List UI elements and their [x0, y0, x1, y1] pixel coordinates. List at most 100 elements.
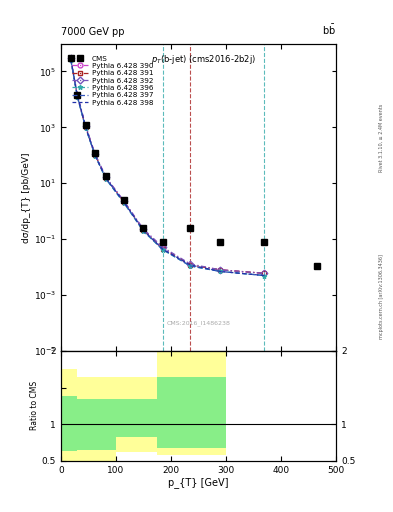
Bar: [157, 377, 226, 447]
Bar: [61, 396, 77, 451]
Pythia 6.428 390: [188, 262, 193, 268]
Pythia 6.428 391: [188, 262, 193, 268]
Pythia 6.428 391: [104, 175, 108, 181]
Line: Pythia 6.428 397: Pythia 6.428 397: [71, 60, 264, 275]
Pythia 6.428 391: [160, 246, 165, 252]
Line: Pythia 6.428 396: Pythia 6.428 396: [68, 58, 267, 278]
Pythia 6.428 397: [160, 246, 165, 252]
Pythia 6.428 390: [122, 199, 127, 205]
CMS: [141, 225, 146, 231]
Pythia 6.428 396: [83, 125, 88, 131]
Pythia 6.428 397: [75, 94, 80, 100]
Pythia 6.428 391: [218, 267, 223, 273]
CMS: [68, 55, 73, 61]
Pythia 6.428 397: [104, 176, 108, 182]
Pythia 6.428 390: [262, 270, 267, 276]
Bar: [157, 351, 226, 455]
Pythia 6.428 392: [141, 226, 146, 232]
CMS: [75, 92, 80, 98]
Pythia 6.428 398: [68, 56, 73, 62]
CMS: [122, 197, 127, 203]
Line: Pythia 6.428 390: Pythia 6.428 390: [68, 56, 267, 276]
Pythia 6.428 396: [160, 247, 165, 253]
CMS: [93, 150, 97, 156]
Pythia 6.428 396: [218, 268, 223, 274]
CMS: [314, 263, 319, 269]
Pythia 6.428 398: [83, 124, 88, 131]
Pythia 6.428 391: [93, 152, 97, 158]
Pythia 6.428 392: [188, 261, 193, 267]
Line: CMS: CMS: [68, 55, 372, 285]
Bar: [116, 377, 157, 452]
Pythia 6.428 392: [83, 122, 88, 129]
Pythia 6.428 398: [218, 268, 223, 274]
Legend: CMS, Pythia 6.428 390, Pythia 6.428 391, Pythia 6.428 392, Pythia 6.428 396, Pyt: CMS, Pythia 6.428 390, Pythia 6.428 391,…: [70, 53, 155, 108]
Pythia 6.428 396: [68, 57, 73, 63]
Pythia 6.428 398: [75, 93, 80, 99]
Bar: [77, 398, 116, 450]
Pythia 6.428 396: [75, 94, 80, 100]
Pythia 6.428 392: [68, 55, 73, 61]
Pythia 6.428 397: [218, 268, 223, 274]
Pythia 6.428 398: [122, 200, 127, 206]
CMS: [367, 279, 371, 285]
Text: 7000 GeV pp: 7000 GeV pp: [61, 27, 125, 37]
Pythia 6.428 391: [262, 270, 267, 276]
Pythia 6.428 398: [141, 227, 146, 233]
Pythia 6.428 391: [141, 227, 146, 233]
Pythia 6.428 391: [68, 56, 73, 62]
Pythia 6.428 390: [141, 226, 146, 232]
Pythia 6.428 390: [68, 55, 73, 61]
CMS: [188, 225, 193, 231]
Pythia 6.428 392: [160, 244, 165, 250]
Pythia 6.428 397: [83, 124, 88, 131]
Pythia 6.428 391: [122, 199, 127, 205]
Pythia 6.428 392: [104, 174, 108, 180]
Pythia 6.428 390: [218, 267, 223, 273]
Line: Pythia 6.428 392: Pythia 6.428 392: [68, 55, 267, 276]
Pythia 6.428 398: [160, 246, 165, 252]
Pythia 6.428 396: [141, 228, 146, 234]
CMS: [104, 173, 108, 179]
Pythia 6.428 398: [93, 152, 97, 158]
Pythia 6.428 392: [262, 270, 267, 276]
Pythia 6.428 397: [122, 200, 127, 206]
Pythia 6.428 396: [104, 176, 108, 182]
CMS: [160, 239, 165, 245]
Pythia 6.428 398: [262, 272, 267, 279]
Bar: [61, 369, 77, 461]
Pythia 6.428 397: [262, 272, 267, 279]
Pythia 6.428 398: [104, 175, 108, 181]
Text: CMS:2016_I1486238: CMS:2016_I1486238: [167, 321, 230, 326]
Pythia 6.428 391: [83, 124, 88, 131]
Text: b$\bar{\mathrm{b}}$: b$\bar{\mathrm{b}}$: [322, 23, 336, 37]
Bar: [77, 377, 116, 461]
Text: mcplots.cern.ch [arXiv:1306.3436]: mcplots.cern.ch [arXiv:1306.3436]: [379, 254, 384, 339]
Pythia 6.428 397: [188, 263, 193, 269]
Pythia 6.428 392: [122, 198, 127, 204]
Pythia 6.428 392: [218, 267, 223, 273]
Y-axis label: Ratio to CMS: Ratio to CMS: [30, 381, 39, 431]
Y-axis label: dσ/dp_{T} [pb/GeV]: dσ/dp_{T} [pb/GeV]: [22, 152, 31, 243]
CMS: [262, 239, 267, 245]
Pythia 6.428 396: [122, 200, 127, 206]
Pythia 6.428 392: [75, 92, 80, 98]
Pythia 6.428 392: [93, 151, 97, 157]
Pythia 6.428 397: [93, 152, 97, 158]
Pythia 6.428 390: [160, 245, 165, 251]
Pythia 6.428 391: [75, 93, 80, 99]
Pythia 6.428 390: [93, 151, 97, 157]
Pythia 6.428 398: [188, 262, 193, 268]
Pythia 6.428 396: [188, 263, 193, 269]
Line: Pythia 6.428 391: Pythia 6.428 391: [68, 56, 267, 276]
Pythia 6.428 397: [68, 57, 73, 63]
Pythia 6.428 396: [262, 272, 267, 279]
Line: Pythia 6.428 398: Pythia 6.428 398: [71, 59, 264, 275]
CMS: [83, 122, 88, 128]
Pythia 6.428 390: [104, 175, 108, 181]
Bar: [116, 398, 157, 437]
Pythia 6.428 390: [83, 123, 88, 130]
CMS: [218, 239, 223, 245]
Pythia 6.428 397: [141, 228, 146, 234]
X-axis label: p_{T} [GeV]: p_{T} [GeV]: [168, 477, 229, 488]
